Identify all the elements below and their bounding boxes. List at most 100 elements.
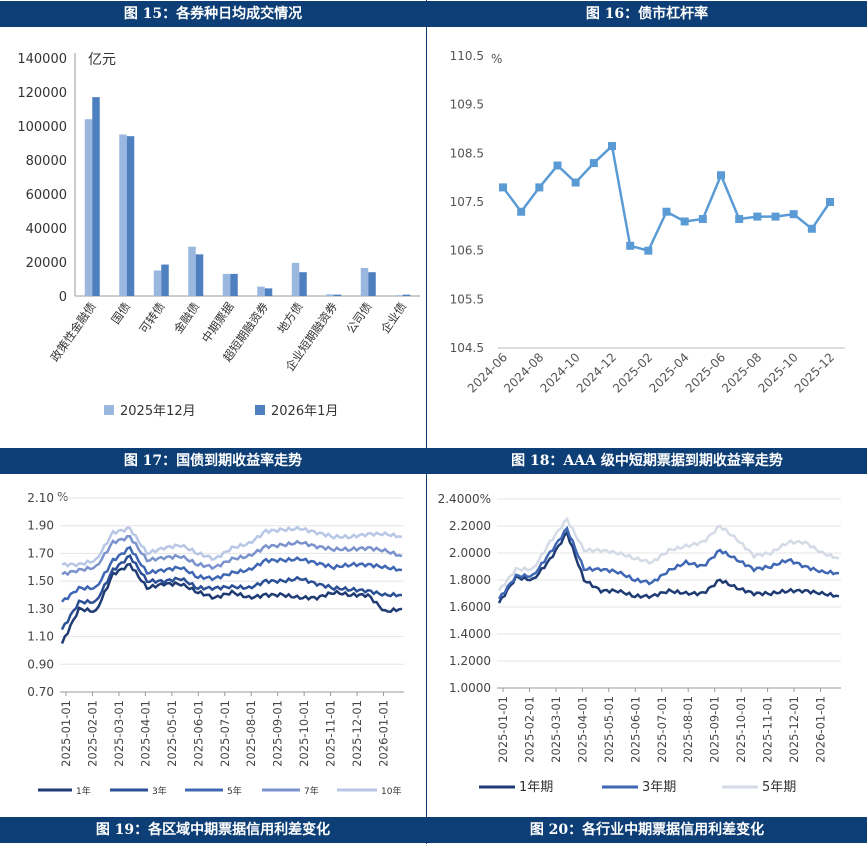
data-marker [571, 178, 580, 187]
bar [222, 273, 231, 296]
data-marker [807, 224, 816, 233]
data-marker [608, 142, 616, 151]
legend-label: 1年期 [519, 780, 553, 795]
x-tick-label: 地方债 [274, 300, 305, 336]
data-marker [717, 171, 725, 180]
x-tick-label: 2025-09-01 [708, 696, 722, 763]
data-marker [589, 159, 598, 168]
y-tick-label: 1.0000 [449, 681, 491, 695]
x-tick-label: 2025-11-01 [761, 696, 775, 763]
line-chart-mtn-yield: 1.0000 1.2000 1.4000 1.6000 1.8000 2.0000 2.20… [438, 492, 841, 795]
data-marker [826, 198, 834, 206]
series-line [61, 535, 403, 577]
legend-swatch [255, 405, 265, 415]
x-tick-label: 国债 [109, 300, 134, 327]
legend-label: 5年期 [762, 780, 796, 795]
y-tick-label: 104.5 [450, 341, 484, 355]
x-tick-label: 2025-12-01 [787, 696, 801, 763]
legend-label: 5年 [227, 785, 242, 797]
y-tick-label: 2.0000 [449, 546, 491, 560]
y-tick-label: 40000 [26, 222, 67, 237]
x-tick-label: 公司债 [343, 300, 374, 336]
y-tick-label: 1.30 [27, 602, 54, 616]
y-tick-label: 110.5 [450, 49, 484, 63]
fig16-title: 图 16：债市杠杆率 [427, 1, 867, 27]
y-tick-label: 2.10 [27, 491, 54, 505]
data-marker [680, 217, 689, 226]
fig18-title: 图 18：AAA 级中短期票据到期收益率走势 [427, 448, 867, 474]
y-tick-label: 1.6000 [449, 600, 491, 614]
y-tick-label: 1.2000 [449, 654, 491, 668]
x-tick-label: 2025-02-01 [85, 700, 99, 767]
bar [230, 273, 238, 296]
bar [326, 294, 334, 296]
data-marker [644, 246, 653, 255]
series-line [497, 525, 840, 600]
series-line [501, 143, 832, 253]
fig15-title: 图 15：各券种日均成交情况 [0, 1, 426, 27]
bar [402, 294, 411, 296]
legend-label: 1年 [76, 785, 91, 797]
bar [257, 286, 265, 296]
bar [92, 97, 100, 296]
y-tick-label: 109.5 [450, 98, 484, 112]
bar [333, 294, 342, 296]
series-line [60, 554, 402, 631]
y-tick-label: 60000 [26, 188, 67, 203]
fig19-title: 图 19：各区域中期票据信用利差变化 [0, 817, 426, 843]
x-tick-label: 2025-08-01 [681, 696, 695, 763]
bar [360, 267, 369, 296]
data-marker [553, 161, 562, 170]
x-tick-label: 2025-06-01 [628, 696, 642, 763]
y-tick-label: 0 [59, 290, 67, 305]
series-line [61, 525, 403, 568]
y-tick-label: 2.2000 [449, 519, 491, 533]
center-divider [426, 0, 427, 844]
y-tick-label: 1.90 [27, 519, 54, 533]
data-marker [499, 183, 507, 192]
y-tick-label: 1.50 [27, 574, 54, 588]
bar [84, 119, 93, 296]
y-tick-label: 20000 [26, 256, 67, 271]
x-tick-label: 2025-03-01 [549, 696, 563, 763]
x-tick-label: 2025-10-01 [297, 700, 311, 767]
bar [291, 262, 300, 296]
data-marker [626, 241, 635, 250]
data-marker [517, 207, 526, 216]
bar [264, 288, 273, 296]
x-tick-label: 政策性金融债 [48, 300, 99, 365]
data-marker [771, 212, 780, 221]
x-tick-label: 2025-12 [792, 350, 837, 395]
y-tick-label: 106.5 [450, 244, 484, 258]
x-tick-label: 2025-10-01 [734, 696, 748, 763]
data-marker [698, 215, 707, 224]
y-tick-label: 105.5 [450, 292, 484, 306]
y-tick-label: 120000 [17, 86, 67, 101]
y-tick-label: 1.70 [27, 546, 54, 560]
y-unit-label: 亿元 [88, 52, 116, 68]
y-unit-label: % [57, 490, 68, 504]
x-tick-label: 2025-05-01 [602, 696, 616, 763]
y-unit-label: % [491, 52, 502, 66]
bar [188, 246, 196, 296]
x-tick-label: 2026-01-01 [377, 700, 391, 767]
series-line [60, 562, 403, 644]
x-tick-label: 2025-11-01 [324, 700, 338, 767]
y-tick-label: 0.70 [27, 685, 54, 699]
line-chart-leverage: %104.5105.5106.5107.5108.5109.5110.52024… [450, 49, 845, 396]
y-tick-label: 100000 [17, 120, 67, 135]
y-tick-label: 108.5 [450, 146, 484, 160]
x-tick-label: 2025-05-01 [165, 700, 179, 767]
bar [395, 295, 403, 296]
data-marker [753, 212, 762, 221]
data-marker [662, 207, 671, 216]
x-tick-label: 中期票据 [199, 299, 237, 345]
x-tick-label: 2026-01-01 [814, 696, 828, 763]
x-tick-label: 金融债 [171, 300, 202, 336]
series-line [61, 545, 403, 603]
legend-label: 3年期 [642, 780, 676, 795]
legend-swatch [104, 405, 114, 415]
line-chart-treasury-yield: % 0.70 0.90 1.10 1.30 1.50 1.70 1.90 2.10 2025-01… [27, 490, 404, 797]
x-tick-label: 企业债 [378, 300, 409, 336]
x-tick-label: 2025-03-01 [112, 700, 126, 767]
